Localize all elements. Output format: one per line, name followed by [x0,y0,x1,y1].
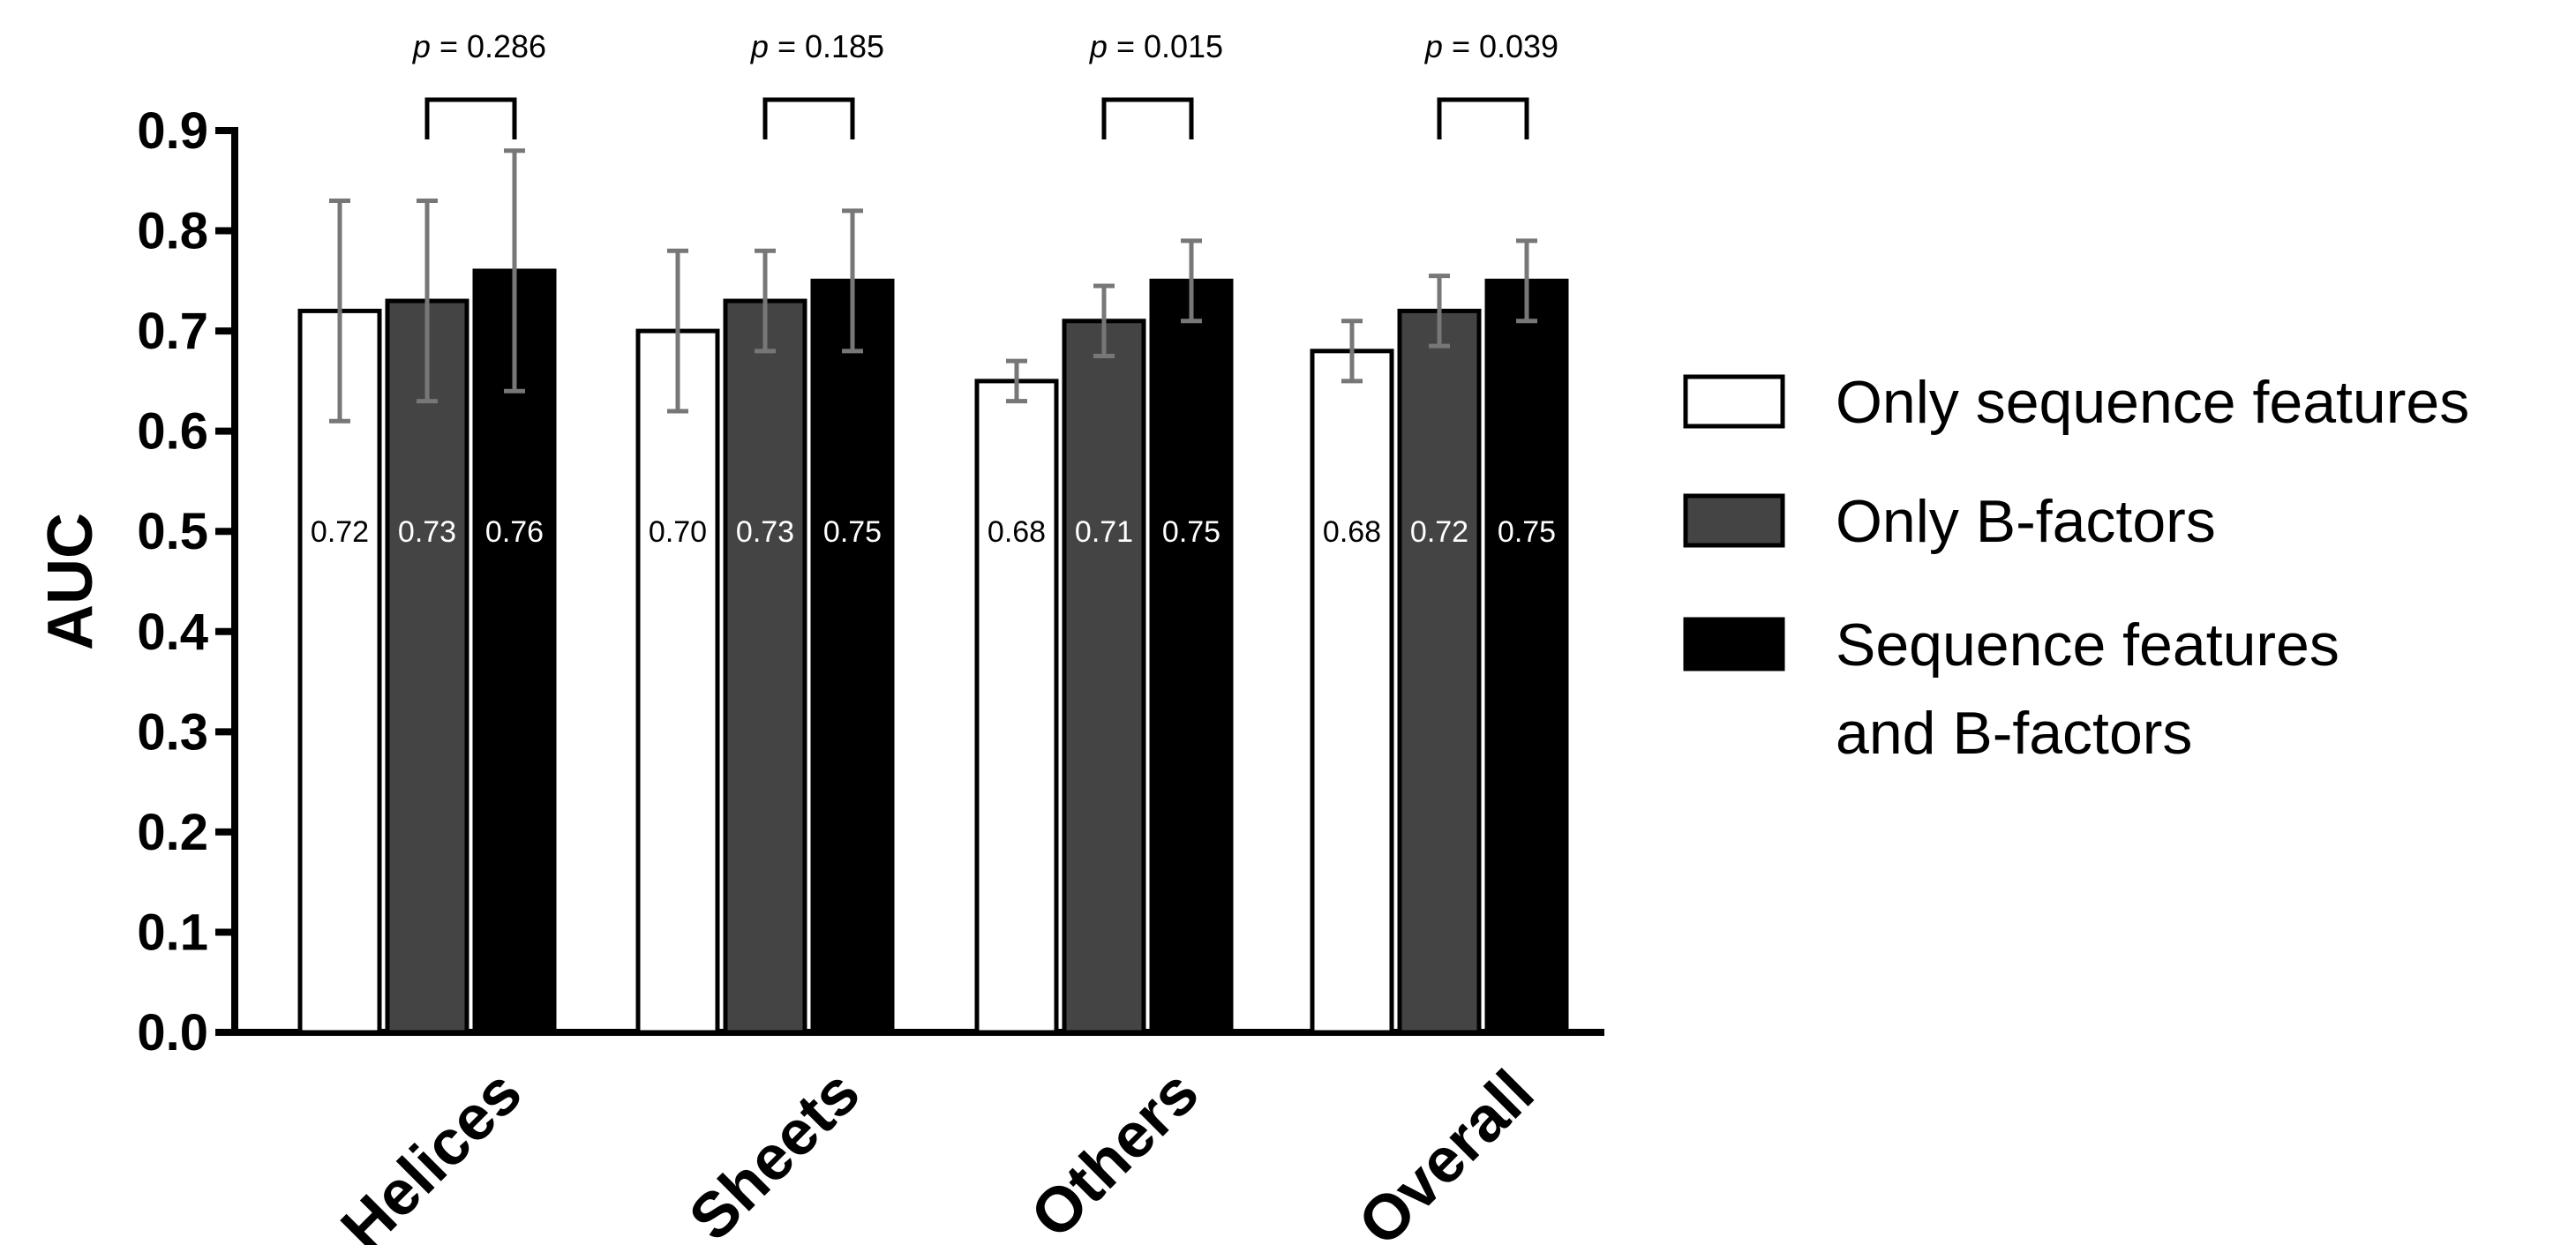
bar-value-label: 0.75 [823,515,882,549]
legend-label: Only sequence features [1836,369,2469,436]
bar [635,328,720,1035]
bar [385,298,469,1035]
p-value-label: p = 0.185 [750,28,884,64]
y-tick-label: 0.4 [137,604,208,661]
bar [297,308,382,1035]
x-category-label: Overall [1345,1057,1547,1245]
bar-value-label: 0.75 [1498,515,1556,549]
y-tick-label: 0.0 [137,1004,208,1061]
p-value-text: = 0.015 [1108,28,1223,64]
x-category-label: Sheets [676,1057,874,1245]
bar [1149,278,1234,1035]
legend-label-line: Only B-factors [1836,488,2216,555]
p-symbol: p [412,28,431,64]
legend: Only sequence features Only B-factors Sequ… [1683,369,2469,767]
legend-label-line: Only sequence features [1836,369,2469,436]
bar-value-label: 0.70 [649,515,707,549]
significance-brackets: p = 0.286 p = 0.185 p = 0.015 p = 0.039 [412,28,1558,139]
x-category-label: Helices [328,1057,536,1245]
value-labels: 0.72 0.70 0.68 0.68 0.73 0.73 0.71 0.72 0.76 0.75… [311,515,1556,549]
p-value-text: = 0.286 [431,28,546,64]
bar-value-label: 0.73 [398,515,456,549]
legend-swatch [1683,617,1785,671]
significance-bracket [1437,97,1529,139]
p-symbol: p [1424,28,1443,64]
bars [297,268,1569,1035]
y-tick-label: 0.1 [137,904,208,961]
bar [723,298,807,1035]
error-bars [329,148,1537,424]
bar-value-label: 0.76 [485,515,544,549]
significance-bracket [424,97,517,139]
bar-value-label: 0.75 [1162,515,1220,549]
bar-value-label: 0.68 [1323,515,1381,549]
p-symbol: p [1089,28,1108,64]
legend-label: Sequence features and B-factors [1836,611,2339,767]
legend-label-line: and B-factors [1836,700,2192,767]
x-category-label: Others [1018,1057,1213,1245]
bar-value-label: 0.71 [1075,515,1133,549]
y-axis-label: AUC [35,513,106,650]
significance-bracket [1101,97,1194,139]
p-symbol: p [750,28,769,64]
bar [810,278,895,1035]
y-tick-label: 0.8 [137,203,208,260]
bar [1062,319,1146,1035]
y-tick-label: 0.3 [137,703,208,761]
y-tick-label: 0.5 [137,503,208,560]
y-tick-label: 0.6 [137,403,208,461]
legend-swatch [1683,374,1785,429]
y-tick-label: 0.7 [137,303,208,360]
p-value-label: p = 0.039 [1424,28,1558,64]
significance-bracket [762,97,855,139]
bar-value-label: 0.68 [988,515,1046,549]
p-value-label: p = 0.286 [412,28,546,64]
bar-value-label: 0.73 [736,515,794,549]
bar [1484,278,1569,1035]
bar-value-label: 0.72 [1410,515,1468,549]
p-value-text: = 0.039 [1443,28,1558,64]
bar [472,268,557,1035]
p-value-label: p = 0.015 [1089,28,1223,64]
legend-swatch [1683,493,1785,548]
bar [1397,308,1482,1035]
legend-label: Only B-factors [1836,488,2216,555]
p-value-text: = 0.185 [769,28,884,64]
bar [974,379,1059,1035]
bar [1310,349,1394,1035]
y-tick-label: 0.9 [137,102,208,160]
y-tick-label: 0.2 [137,804,208,861]
bar-value-label: 0.72 [311,515,369,549]
legend-label-line: Sequence features [1836,611,2339,679]
